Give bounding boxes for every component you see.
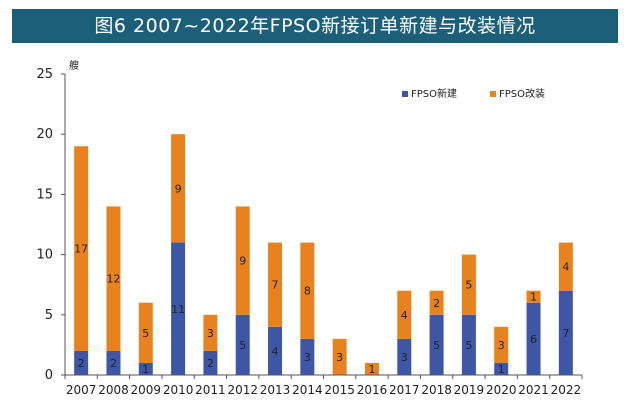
bar-newbuild bbox=[171, 242, 186, 375]
data-label: 1 bbox=[530, 291, 537, 304]
bar-conversion bbox=[106, 206, 121, 351]
bar-conversion bbox=[461, 254, 476, 315]
x-tick-label: 2008 bbox=[98, 383, 129, 397]
x-tick-label: 2021 bbox=[518, 383, 549, 397]
data-label: 4 bbox=[401, 309, 408, 322]
data-label: 7 bbox=[562, 327, 569, 340]
bar-conversion bbox=[203, 314, 218, 351]
x-tick-label: 2012 bbox=[227, 383, 258, 397]
data-label: 6 bbox=[530, 333, 537, 346]
bar-conversion bbox=[558, 242, 573, 291]
x-axis: 2007 2008 2009 2010 2011 2012 2013 2014 2015 2016… bbox=[64, 374, 583, 397]
bar-conversion bbox=[494, 326, 509, 363]
x-tick-label: 2014 bbox=[292, 383, 323, 397]
x-tick-label: 2013 bbox=[260, 383, 291, 397]
bar-newbuild bbox=[268, 326, 283, 375]
bar-newbuild bbox=[235, 314, 250, 375]
bar-conversion bbox=[429, 290, 444, 315]
bar-conversion bbox=[397, 290, 412, 339]
data-label: 9 bbox=[175, 182, 182, 195]
bar-conversion bbox=[235, 206, 250, 315]
y-tick-label: 20 bbox=[36, 127, 53, 142]
bar-conversion bbox=[268, 242, 283, 327]
bar-newbuild bbox=[106, 350, 121, 375]
bar-newbuild bbox=[526, 302, 541, 375]
x-tick-label: 2011 bbox=[195, 383, 226, 397]
data-label: 5 bbox=[239, 339, 246, 352]
y-tick-label: 0 bbox=[45, 368, 53, 383]
data-label: 3 bbox=[207, 327, 214, 340]
data-label: 12 bbox=[106, 273, 120, 286]
x-tick-label: 2015 bbox=[324, 383, 355, 397]
bar-newbuild bbox=[138, 362, 153, 375]
data-label: 9 bbox=[239, 255, 246, 268]
x-tick-label: 2019 bbox=[454, 383, 485, 397]
data-label: 8 bbox=[304, 285, 311, 298]
bar-newbuild bbox=[203, 350, 218, 375]
y-tick-label: 10 bbox=[36, 248, 53, 263]
x-tick-label: 2016 bbox=[357, 383, 388, 397]
bar-newbuild bbox=[397, 338, 412, 375]
data-label: 2 bbox=[433, 297, 440, 310]
bar-conversion bbox=[526, 290, 541, 303]
y-tick-label: 5 bbox=[45, 308, 53, 323]
data-label: 11 bbox=[171, 303, 185, 316]
legend-label: FPSO改装 bbox=[499, 87, 545, 100]
x-tick-label: 2017 bbox=[389, 383, 420, 397]
bar-conversion bbox=[300, 242, 315, 339]
bar-conversion bbox=[74, 146, 89, 351]
bar-newbuild bbox=[558, 290, 573, 375]
bar-conversion bbox=[364, 362, 379, 375]
x-tick-label: 2022 bbox=[551, 383, 582, 397]
data-label: 17 bbox=[74, 243, 88, 256]
data-label: 1 bbox=[498, 363, 505, 376]
data-label: 3 bbox=[498, 339, 505, 352]
x-tick-label: 2020 bbox=[486, 383, 517, 397]
x-tick-label: 2009 bbox=[131, 383, 162, 397]
data-label: 5 bbox=[433, 339, 440, 352]
data-label: 5 bbox=[465, 279, 472, 292]
bar-newbuild bbox=[300, 338, 315, 375]
y-tick-label: 25 bbox=[36, 67, 53, 82]
x-tick-label: 2018 bbox=[421, 383, 452, 397]
bar-newbuild bbox=[74, 350, 89, 375]
x-tick-label: 2007 bbox=[66, 383, 97, 397]
chart-title: 图6 2007~2022年FPSO新接订单新建与改装情况 bbox=[12, 9, 618, 43]
y-axis: 0 5 10 15 20 25 艘 bbox=[36, 59, 79, 383]
data-label: 2 bbox=[207, 357, 214, 370]
bar-conversion bbox=[332, 338, 347, 375]
y-axis-unit: 艘 bbox=[69, 59, 79, 72]
legend-swatch bbox=[490, 91, 496, 97]
x-tick-label: 2010 bbox=[163, 383, 194, 397]
legend-label: FPSO新建 bbox=[411, 87, 457, 100]
data-label: 4 bbox=[562, 261, 569, 274]
data-label: 3 bbox=[401, 351, 408, 364]
bar-conversion bbox=[171, 134, 186, 243]
bar-newbuild bbox=[461, 314, 476, 375]
legend: FPSO新建 FPSO改装 bbox=[402, 87, 545, 100]
bar-newbuild bbox=[429, 314, 444, 375]
data-label: 5 bbox=[465, 339, 472, 352]
data-label: 3 bbox=[336, 351, 343, 364]
data-label: 3 bbox=[304, 351, 311, 364]
data-label: 7 bbox=[272, 279, 279, 292]
data-label: 4 bbox=[272, 345, 279, 358]
data-label: 1 bbox=[142, 363, 149, 376]
data-label: 5 bbox=[142, 327, 149, 340]
bar-conversion bbox=[138, 302, 153, 363]
data-label: 1 bbox=[368, 363, 375, 376]
data-label: 2 bbox=[110, 357, 117, 370]
data-label: 2 bbox=[78, 357, 85, 370]
legend-swatch bbox=[402, 91, 408, 97]
bar-newbuild bbox=[494, 362, 509, 375]
y-tick-label: 15 bbox=[36, 187, 53, 202]
